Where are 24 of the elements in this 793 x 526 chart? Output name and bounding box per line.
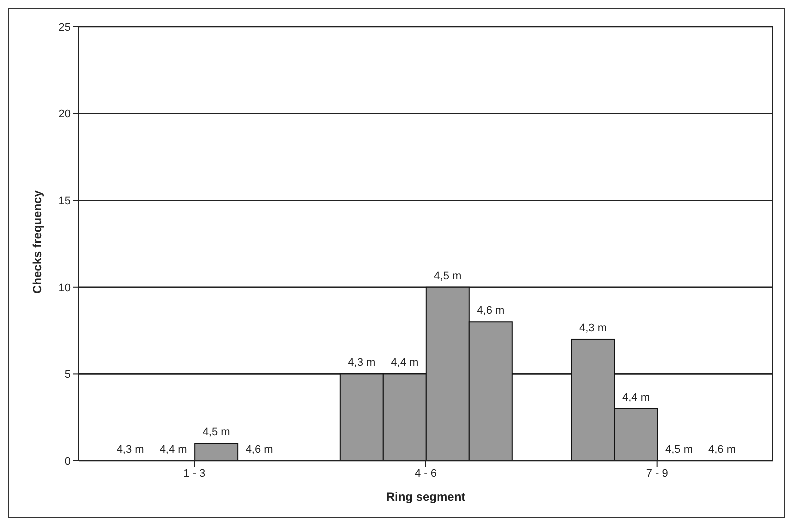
y-tick-label: 25 bbox=[58, 22, 71, 34]
series-label: 4,6 m bbox=[477, 305, 505, 318]
text: 4,5 m bbox=[665, 444, 693, 456]
x-tick-label: 7 - 9 bbox=[646, 468, 668, 480]
bar bbox=[194, 443, 239, 461]
text: 4,3 m bbox=[579, 322, 607, 334]
text: 4,5 m bbox=[434, 270, 462, 282]
series-label: 4,5 m bbox=[202, 426, 230, 439]
series-label: 4,3 m bbox=[348, 357, 376, 370]
text: 4,6 m bbox=[246, 444, 274, 456]
text: 4,4 m bbox=[622, 392, 650, 404]
series-label: 4,4 m bbox=[391, 357, 419, 370]
x-tick-label: 4 - 6 bbox=[414, 468, 438, 480]
x-tick-label: 1 - 3 bbox=[184, 468, 206, 480]
y-tick-label: 10 bbox=[58, 282, 71, 294]
y-tick-label: 20 bbox=[58, 108, 71, 121]
x-axis-title: Ring segment bbox=[386, 490, 466, 504]
y-tick-label: 5 bbox=[64, 369, 71, 382]
text: 4,4 m bbox=[160, 444, 188, 456]
y-axis-title: Checks frequency bbox=[30, 190, 44, 294]
y-tick-label: 0 bbox=[64, 456, 71, 468]
text: 4,3 m bbox=[116, 444, 144, 456]
text: 4,6 m bbox=[708, 444, 736, 456]
y-tick-label: 15 bbox=[58, 196, 71, 208]
